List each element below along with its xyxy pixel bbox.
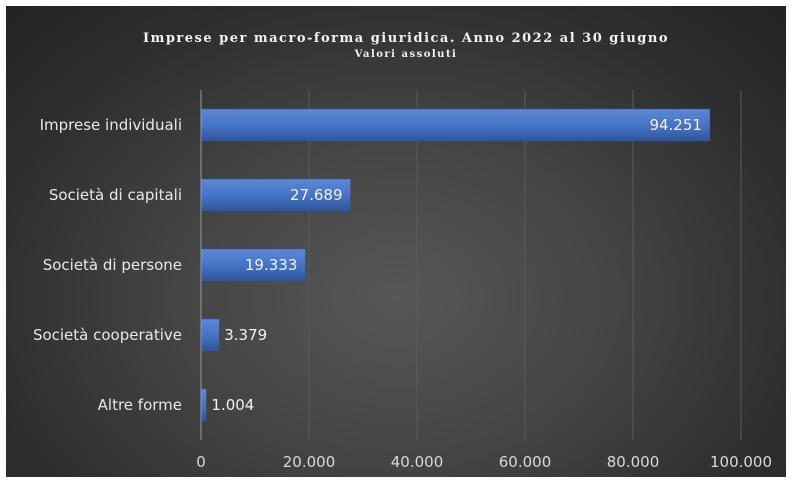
category-label: Società di capitali — [49, 186, 182, 204]
category-label: Altre forme — [98, 396, 182, 414]
gridlines — [308, 90, 742, 440]
x-axis-tick-labels: 0 20.000 40.000 60.000 80.000 100.000 — [196, 453, 772, 471]
x-tick-label: 80.000 — [607, 453, 660, 471]
bar — [200, 108, 711, 142]
data-label: 27.689 — [290, 186, 343, 204]
category-labels: Imprese individuali Società di capitali So… — [33, 116, 182, 414]
chart-title: Imprese per macro-forma giuridica. Anno … — [143, 31, 669, 46]
x-tick-label: 60.000 — [499, 453, 552, 471]
category-label: Società di persone — [43, 256, 182, 274]
bar — [200, 388, 207, 422]
data-label: 3.379 — [224, 326, 267, 344]
data-label: 1.004 — [211, 396, 254, 414]
bar — [200, 318, 220, 352]
chart-subtitle: Valori assoluti — [354, 49, 458, 60]
x-tick-label: 100.000 — [710, 453, 772, 471]
chart-frame: Imprese per macro-forma giuridica. Anno … — [6, 6, 786, 477]
data-label: 19.333 — [245, 256, 298, 274]
bar-chart: Imprese per macro-forma giuridica. Anno … — [33, 31, 772, 471]
data-label: 94.251 — [649, 116, 702, 134]
bar — [200, 248, 306, 282]
category-label: Imprese individuali — [40, 116, 182, 134]
data-labels: 94.251 27.689 19.333 3.379 1.004 — [211, 116, 702, 414]
category-label: Società cooperative — [33, 326, 182, 344]
x-tick-label: 0 — [196, 453, 206, 471]
x-tick-label: 40.000 — [391, 453, 444, 471]
x-tick-label: 20.000 — [283, 453, 336, 471]
